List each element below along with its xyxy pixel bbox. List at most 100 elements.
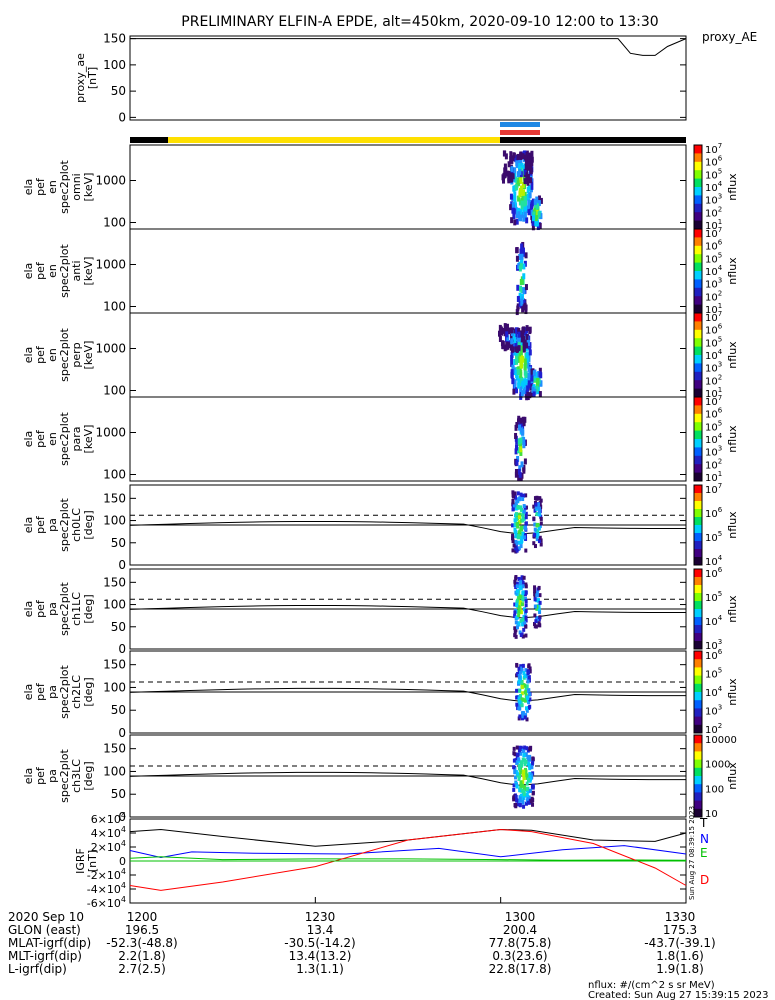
- pixel: [519, 505, 523, 510]
- ylabel-line: pef: [34, 345, 47, 364]
- pixel: [538, 371, 542, 378]
- pixel: [523, 526, 527, 531]
- y-tick-label: 1000: [95, 341, 126, 355]
- pixel: [537, 607, 541, 612]
- colorbar-cell: [694, 561, 702, 564]
- colorbar-cell: [694, 675, 702, 679]
- colorbar-cell: [694, 708, 702, 711]
- colorbar-label: nflux: [726, 173, 739, 201]
- pixel: [528, 774, 532, 779]
- pixel: [522, 615, 526, 620]
- pixel: [520, 299, 524, 306]
- pixel: [531, 756, 535, 761]
- pixel: [516, 581, 520, 586]
- pixel: [517, 520, 521, 525]
- colorbar-cell: [694, 336, 702, 339]
- pixel: [522, 263, 526, 270]
- ylabel-line: omni: [70, 173, 83, 200]
- colorbar-cell: [694, 369, 702, 373]
- colorbar-cell: [694, 205, 702, 209]
- spectrogram-data: [511, 490, 543, 554]
- pixel: [530, 203, 534, 210]
- pixel: [537, 509, 541, 514]
- colorbar-cell: [694, 310, 702, 314]
- pixel: [515, 387, 519, 394]
- pixel: [507, 170, 511, 177]
- colorbar-cell: [694, 806, 702, 810]
- colorbar-cell: [694, 361, 702, 364]
- pixel: [525, 773, 529, 778]
- pixel: [514, 521, 518, 526]
- colorbar-tick-label: 103: [705, 193, 722, 207]
- pixel: [524, 252, 528, 259]
- colorbar-cell: [694, 706, 702, 709]
- pixel: [520, 203, 524, 210]
- legend-D: D: [700, 873, 709, 887]
- colorbar-cell: [694, 495, 702, 498]
- colorbar-cell: [694, 199, 702, 203]
- pixel: [525, 781, 529, 786]
- pixel: [517, 211, 521, 218]
- pixel: [515, 459, 519, 466]
- pixel: [532, 391, 536, 398]
- pixel: [503, 330, 507, 337]
- pixel: [531, 760, 535, 765]
- ylabel-line: [nT]: [86, 67, 99, 89]
- pixel: [522, 388, 526, 395]
- colorbar-cell: [694, 694, 702, 697]
- ylabel-line: [deg]: [82, 677, 95, 706]
- pixel: [513, 359, 517, 366]
- spectrogram-data: [513, 575, 542, 639]
- colorbar-cell: [694, 405, 702, 408]
- colorbar-cell: [694, 677, 702, 681]
- colorbar-cell: [694, 593, 702, 596]
- colorbar-cell: [694, 413, 702, 417]
- colorbar-cell: [694, 778, 702, 781]
- colorbar-cell: [694, 585, 702, 588]
- colorbar-cell: [694, 338, 702, 341]
- pixel: [521, 757, 525, 762]
- pixel: [513, 195, 517, 202]
- pixel: [533, 375, 537, 382]
- colorbar-cell: [694, 426, 702, 429]
- pixel: [520, 278, 524, 285]
- pixel: [522, 493, 526, 498]
- pixel: [537, 585, 541, 590]
- y-tick-label: 50: [111, 703, 126, 717]
- colorbar-cell: [694, 222, 702, 226]
- pixel: [523, 674, 527, 679]
- pixel: [514, 206, 518, 213]
- pixel: [523, 607, 527, 612]
- pixel: [515, 798, 519, 803]
- colorbar-cell: [694, 250, 702, 253]
- y-tick-label: 150: [103, 491, 126, 505]
- colorbar-label: nflux: [726, 511, 739, 539]
- colorbar-cell: [694, 515, 702, 518]
- colorbar-cell: [694, 700, 702, 703]
- pixel: [539, 498, 543, 503]
- colorbar-tick-label: 105: [705, 167, 722, 181]
- colorbar-cell: [694, 163, 702, 167]
- pitch-angle-ylabel: ela pef pa spec2plot ch0LC [deg]: [22, 498, 95, 552]
- colorbar-frame: [693, 650, 703, 734]
- colorbar-cell: [694, 451, 702, 455]
- colorbar-cell: [694, 399, 702, 402]
- colorbar-cell: [694, 591, 702, 594]
- colorbar-cell: [694, 363, 702, 366]
- pixel: [515, 662, 519, 667]
- colorbar-cell: [694, 474, 702, 478]
- colorbar-cell: [694, 681, 702, 685]
- ylabel-line: pa: [46, 769, 59, 783]
- colorbar-cell: [694, 595, 702, 598]
- pixel: [507, 177, 511, 184]
- colorbar-cell: [694, 720, 702, 724]
- pixel: [529, 208, 533, 215]
- colorbar-cell: [694, 462, 702, 465]
- pixel: [534, 619, 538, 624]
- colorbar-cell: [694, 771, 702, 775]
- colorbar-cell: [694, 802, 702, 806]
- pixel: [539, 516, 543, 521]
- y-tick-label: 100: [103, 514, 126, 528]
- pixel: [536, 377, 540, 384]
- colorbar-cell: [694, 371, 702, 375]
